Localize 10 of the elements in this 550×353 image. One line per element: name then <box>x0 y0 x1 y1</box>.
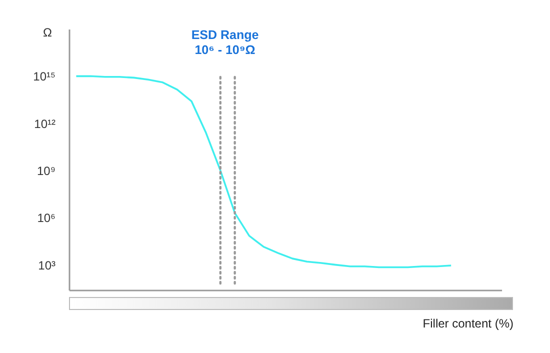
annotation: 10⁶ - 10⁹Ω <box>194 43 256 57</box>
line-series <box>75 75 452 268</box>
annotation: ESD Range <box>191 28 259 42</box>
y-tick-label: 10¹² <box>34 116 56 131</box>
y-tick-label: 10⁹ <box>37 164 56 178</box>
y-tick-label: 10¹⁵ <box>33 70 56 84</box>
y-axis-title: Ω <box>43 26 52 40</box>
y-tick-label: 10⁶ <box>37 211 56 226</box>
x-axis-title: Filler content (%) <box>422 316 514 330</box>
y-tick-label: 10³ <box>38 258 56 272</box>
